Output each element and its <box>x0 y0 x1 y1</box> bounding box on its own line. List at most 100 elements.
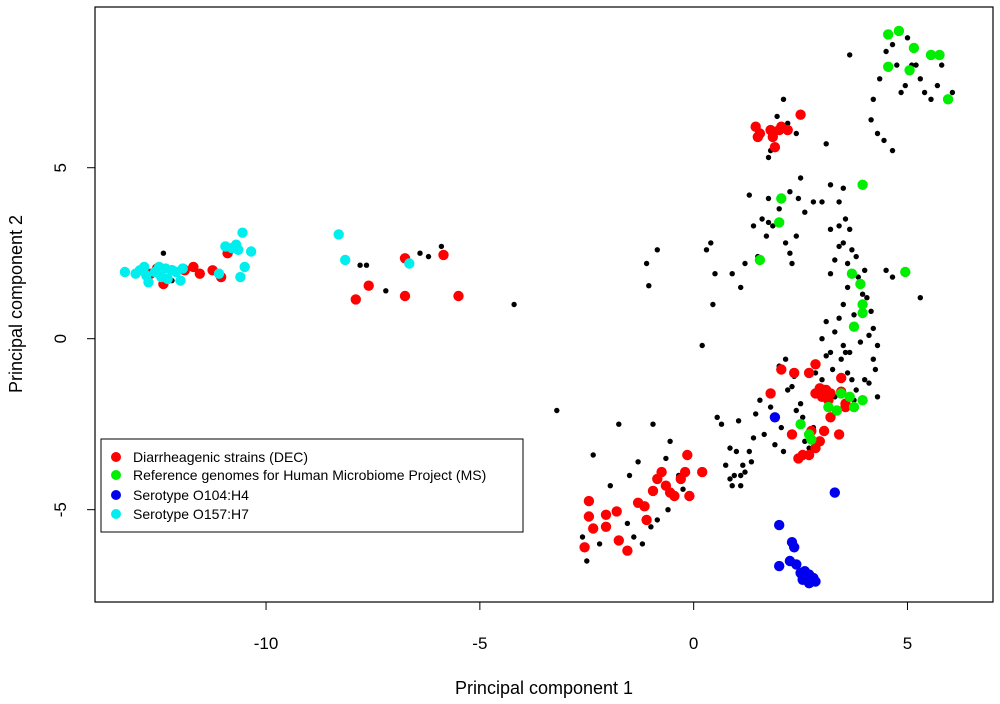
point-other <box>699 342 705 349</box>
point-o157 <box>139 261 150 273</box>
point-other <box>626 472 633 479</box>
point-other <box>624 520 631 527</box>
point-other <box>827 271 834 277</box>
point-other <box>663 455 669 462</box>
y-tick-label: 0 <box>51 334 70 343</box>
point-other <box>949 89 956 96</box>
point-other <box>800 414 806 420</box>
point-ms <box>925 49 937 61</box>
point-ms <box>934 49 945 61</box>
point-o157 <box>177 263 188 274</box>
point-other <box>921 89 928 96</box>
point-ms <box>857 307 868 319</box>
point-other <box>851 312 857 318</box>
point-other <box>772 442 778 448</box>
point-other <box>746 448 752 455</box>
point-other <box>654 247 660 253</box>
legend-swatch-dec <box>111 452 121 462</box>
point-dec <box>795 109 806 120</box>
legend-swatch-ms <box>111 470 121 480</box>
point-other <box>870 356 876 362</box>
point-dec <box>769 142 781 153</box>
point-ms <box>857 395 868 406</box>
point-other <box>787 250 793 256</box>
point-other <box>780 96 787 103</box>
data-points <box>119 25 956 589</box>
point-dec <box>697 466 708 478</box>
point-other <box>738 472 744 479</box>
point-other <box>759 216 765 222</box>
point-other <box>904 35 911 41</box>
point-ms <box>795 419 806 430</box>
point-other <box>750 223 757 229</box>
point-other <box>832 329 838 335</box>
point-other <box>438 243 445 250</box>
point-dec <box>669 490 680 502</box>
point-other <box>718 421 725 427</box>
point-other <box>902 82 908 89</box>
point-other <box>889 147 896 154</box>
point-other <box>761 431 767 438</box>
point-other <box>847 226 853 232</box>
point-other <box>789 383 795 390</box>
point-other <box>866 332 872 338</box>
point-other <box>844 260 851 267</box>
point-other <box>866 380 872 386</box>
point-other <box>810 199 817 205</box>
point-o157 <box>143 277 154 288</box>
point-other <box>797 401 804 407</box>
point-other <box>889 41 896 48</box>
point-o104 <box>774 560 785 572</box>
point-other <box>829 366 836 373</box>
point-dec <box>583 511 595 522</box>
point-other <box>648 524 654 530</box>
point-other <box>840 185 846 191</box>
point-other <box>939 62 945 68</box>
point-other <box>680 486 686 492</box>
point-dec <box>399 290 411 302</box>
point-dec <box>803 367 815 379</box>
point-other <box>733 448 740 455</box>
point-dec <box>611 506 622 517</box>
point-dec <box>622 545 633 556</box>
x-axis-label: Principal component 1 <box>455 678 633 698</box>
point-other <box>853 253 859 260</box>
point-other <box>928 96 934 103</box>
point-o157 <box>404 258 415 269</box>
point-other <box>806 445 812 451</box>
point-o157 <box>230 239 242 250</box>
point-other <box>753 411 759 417</box>
point-other <box>881 137 887 144</box>
point-other <box>842 349 849 356</box>
point-other <box>844 370 851 376</box>
point-dec <box>600 509 612 520</box>
point-other <box>812 370 819 376</box>
point-ms <box>848 321 860 332</box>
legend-label-dec: Diarrheagenic strains (DEC) <box>133 449 308 465</box>
point-dec <box>600 521 612 532</box>
point-other <box>847 349 853 356</box>
y-axis-label: Principal component 2 <box>6 215 26 393</box>
point-ms <box>831 405 843 416</box>
point-o157 <box>239 261 250 273</box>
point-other <box>646 283 652 289</box>
point-o157 <box>245 246 257 257</box>
point-ms <box>908 42 920 54</box>
point-o157 <box>237 227 248 238</box>
point-other <box>780 448 787 455</box>
point-other <box>738 483 744 489</box>
point-other <box>844 284 851 291</box>
point-dec <box>613 535 624 546</box>
point-o157 <box>235 271 246 283</box>
point-other <box>383 288 389 294</box>
point-ms <box>836 388 847 399</box>
point-other <box>417 250 423 256</box>
point-ms <box>942 94 954 105</box>
point-other <box>827 182 834 188</box>
point-dec <box>579 542 590 553</box>
point-o157 <box>175 275 186 286</box>
point-other <box>782 356 789 362</box>
point-other <box>765 219 772 226</box>
point-ms <box>806 434 817 445</box>
